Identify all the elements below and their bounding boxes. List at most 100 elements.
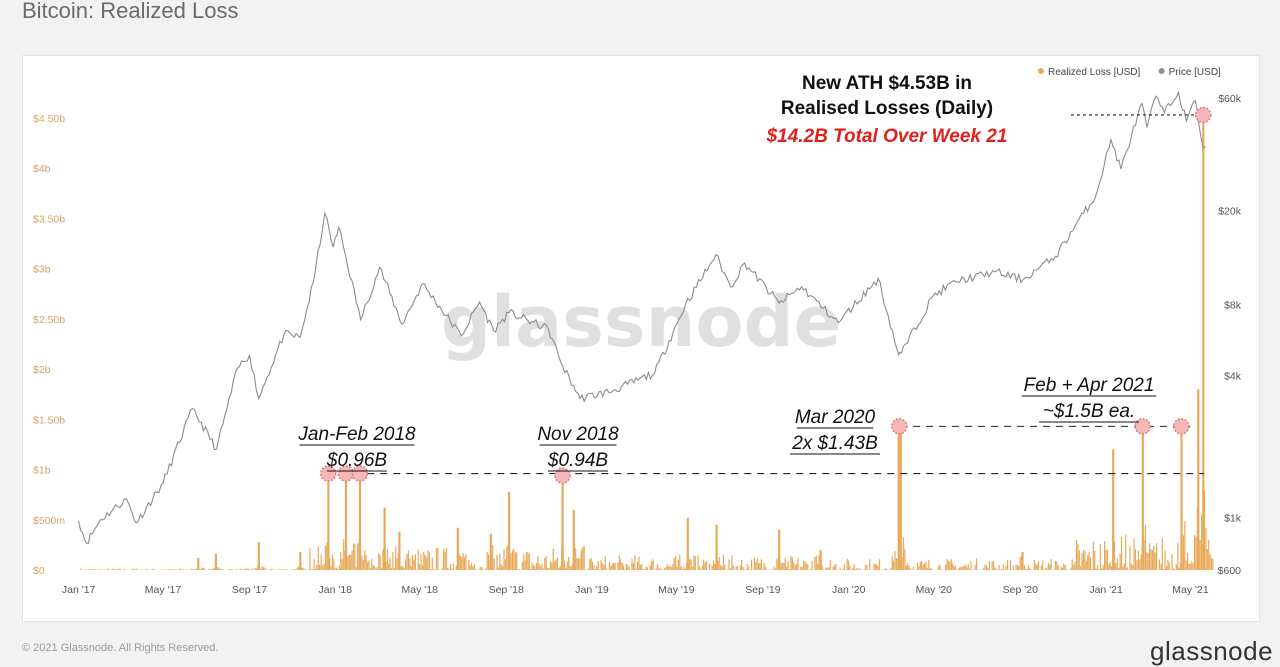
loss-bar-minor — [115, 569, 116, 570]
loss-bar — [1112, 450, 1114, 571]
loss-bar-minor — [952, 564, 953, 571]
loss-bar-minor — [1006, 566, 1007, 570]
loss-bar-minor — [624, 569, 625, 570]
loss-bar-minor — [629, 567, 630, 570]
loss-bar-minor — [947, 559, 948, 570]
loss-bar-minor — [731, 555, 732, 570]
loss-bar-minor — [591, 558, 592, 570]
loss-bar-minor — [173, 569, 174, 570]
loss-bar-minor — [733, 566, 734, 570]
loss-bar-minor — [955, 565, 956, 570]
loss-bar — [457, 528, 459, 570]
loss-bar-minor — [682, 569, 683, 570]
loss-bar-minor — [353, 543, 354, 570]
loss-bar-minor — [634, 556, 635, 570]
loss-bar-minor — [744, 569, 745, 570]
loss-bar-minor — [706, 561, 707, 570]
loss-bar-minor — [828, 567, 829, 570]
loss-bar-minor — [691, 560, 692, 570]
loss-bar-minor — [1139, 560, 1140, 571]
loss-bar-minor — [339, 566, 340, 570]
loss-bar-minor — [427, 550, 428, 570]
loss-bar-minor — [1200, 540, 1201, 570]
loss-bar-minor — [370, 568, 371, 570]
loss-bar-minor — [1138, 551, 1139, 570]
loss-bar-minor — [941, 570, 942, 571]
loss-bar-minor — [1007, 560, 1008, 570]
loss-bar-minor — [647, 567, 648, 570]
loss-bar-minor — [823, 569, 824, 570]
loss-bar-minor — [93, 569, 94, 570]
loss-bar-minor — [892, 557, 893, 571]
loss-bar-minor — [840, 568, 841, 571]
loss-bar-minor — [848, 561, 849, 571]
loss-bar — [1180, 419, 1182, 570]
loss-bar-minor — [664, 568, 665, 570]
loss-bar-minor — [356, 567, 357, 570]
loss-bar-minor — [174, 569, 175, 570]
loss-bar-minor — [679, 555, 680, 570]
x-tick-label: Jan '21 — [1089, 584, 1123, 596]
loss-bar-minor — [451, 569, 452, 570]
loss-bar-minor — [1122, 566, 1123, 570]
x-tick-label: Jan '19 — [575, 584, 609, 596]
loss-bar-minor — [620, 559, 621, 570]
loss-bar-minor — [665, 567, 666, 570]
loss-bar-minor — [577, 558, 578, 570]
loss-bar-minor — [1086, 561, 1087, 570]
loss-bar-minor — [603, 565, 604, 570]
legend-swatch — [1038, 68, 1044, 74]
loss-bar-minor — [264, 568, 265, 570]
loss-bar-minor — [243, 569, 244, 570]
loss-bar-minor — [817, 564, 818, 570]
loss-bar-minor — [146, 569, 147, 570]
loss-bar-minor — [90, 569, 91, 570]
loss-bar-minor — [578, 558, 579, 570]
loss-bar-minor — [456, 566, 457, 570]
loss-bar-minor — [463, 553, 464, 570]
y-left-tick-label: $2.50b — [33, 314, 65, 326]
loss-bar-minor — [575, 548, 576, 570]
loss-bar-minor — [699, 567, 700, 570]
loss-bar-minor — [568, 557, 569, 570]
loss-bar-minor — [302, 568, 303, 570]
loss-bar-minor — [1070, 568, 1071, 570]
loss-bar-minor — [886, 569, 887, 570]
y-left-tick-label: $3.50b — [33, 213, 65, 225]
loss-bar-minor — [506, 547, 507, 570]
loss-bar-minor — [1132, 565, 1133, 570]
loss-bar-minor — [819, 555, 820, 570]
loss-bar-minor — [297, 568, 298, 570]
loss-bar-minor — [567, 562, 568, 570]
loss-bar-minor — [644, 569, 645, 570]
loss-bar-minor — [903, 537, 904, 570]
loss-bar-minor — [473, 566, 474, 570]
loss-bar-minor — [316, 565, 317, 570]
loss-bar-minor — [256, 568, 257, 570]
loss-bar-minor — [678, 560, 679, 570]
loss-bar-minor — [999, 565, 1000, 570]
loss-bar-minor — [826, 568, 827, 570]
loss-bar-minor — [997, 570, 998, 571]
loss-bar-minor — [774, 567, 775, 570]
loss-bar-minor — [917, 563, 918, 570]
loss-bar-minor — [482, 569, 483, 571]
loss-bar-minor — [582, 547, 583, 570]
loss-bar-minor — [1093, 542, 1094, 570]
loss-bar-minor — [987, 568, 988, 570]
loss-bar-minor — [325, 546, 326, 570]
loss-bar-minor — [1104, 541, 1105, 570]
loss-bar-minor — [689, 559, 690, 570]
loss-bar-minor — [802, 567, 803, 570]
loss-bar-minor — [100, 569, 101, 570]
loss-bar-minor — [332, 555, 333, 570]
loss-bar-minor — [228, 569, 229, 570]
loss-bar-minor — [1096, 568, 1097, 570]
loss-bar-minor — [1038, 562, 1039, 570]
loss-bar-minor — [1025, 569, 1026, 570]
loss-bar-minor — [218, 567, 219, 570]
loss-bar-minor — [1188, 563, 1189, 570]
loss-bar-minor — [1065, 565, 1066, 570]
loss-bar-minor — [402, 566, 403, 570]
loss-bar — [327, 474, 329, 570]
